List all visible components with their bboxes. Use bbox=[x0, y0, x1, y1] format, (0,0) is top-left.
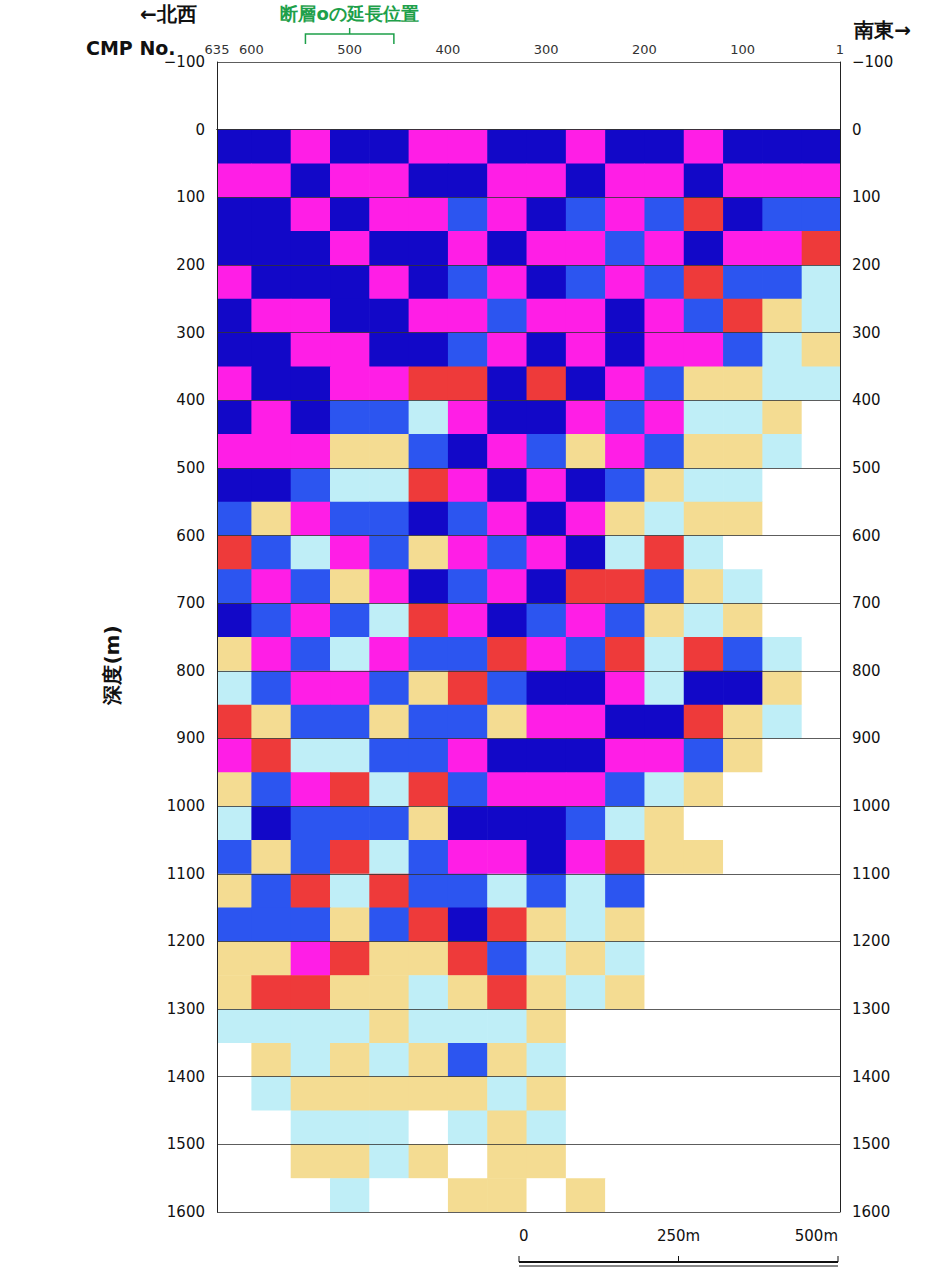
svg-text:CMP No.: CMP No. bbox=[86, 37, 176, 59]
svg-text:−100: −100 bbox=[164, 53, 205, 71]
svg-text:100: 100 bbox=[176, 188, 205, 206]
svg-text:700: 700 bbox=[176, 594, 205, 612]
svg-text:1000: 1000 bbox=[852, 797, 890, 815]
svg-text:600: 600 bbox=[239, 42, 264, 57]
svg-text:300: 300 bbox=[534, 42, 559, 57]
svg-text:500: 500 bbox=[852, 459, 881, 477]
svg-text:0: 0 bbox=[195, 121, 205, 139]
svg-text:1500: 1500 bbox=[167, 1135, 205, 1153]
svg-text:←北西: ←北西 bbox=[140, 2, 197, 26]
svg-text:900: 900 bbox=[852, 729, 881, 747]
svg-text:900: 900 bbox=[176, 729, 205, 747]
svg-text:250m: 250m bbox=[657, 1227, 700, 1245]
svg-text:1100: 1100 bbox=[167, 865, 205, 883]
svg-text:断層oの延長位置: 断層oの延長位置 bbox=[280, 3, 418, 24]
svg-text:400: 400 bbox=[176, 391, 205, 409]
svg-text:800: 800 bbox=[852, 662, 881, 680]
svg-text:500: 500 bbox=[337, 42, 362, 57]
svg-text:300: 300 bbox=[852, 324, 881, 342]
svg-text:200: 200 bbox=[852, 256, 881, 274]
svg-text:400: 400 bbox=[436, 42, 461, 57]
svg-text:1600: 1600 bbox=[852, 1203, 890, 1221]
svg-text:1400: 1400 bbox=[852, 1068, 890, 1086]
svg-text:南東→: 南東→ bbox=[853, 18, 911, 42]
svg-text:400: 400 bbox=[852, 391, 881, 409]
svg-text:0: 0 bbox=[519, 1227, 529, 1245]
svg-text:100: 100 bbox=[852, 188, 881, 206]
svg-text:635: 635 bbox=[205, 42, 230, 57]
svg-text:1000: 1000 bbox=[167, 797, 205, 815]
svg-text:700: 700 bbox=[852, 594, 881, 612]
svg-text:600: 600 bbox=[176, 527, 205, 545]
svg-text:600: 600 bbox=[852, 527, 881, 545]
svg-text:100: 100 bbox=[730, 42, 755, 57]
svg-text:500m: 500m bbox=[795, 1227, 838, 1245]
svg-text:1500: 1500 bbox=[852, 1135, 890, 1153]
svg-text:1300: 1300 bbox=[852, 1000, 890, 1018]
svg-text:1200: 1200 bbox=[852, 932, 890, 950]
svg-text:1100: 1100 bbox=[852, 865, 890, 883]
svg-text:深度(m): 深度(m) bbox=[100, 625, 124, 705]
svg-text:1: 1 bbox=[836, 42, 844, 57]
svg-text:1400: 1400 bbox=[167, 1068, 205, 1086]
svg-text:1300: 1300 bbox=[167, 1000, 205, 1018]
svg-text:800: 800 bbox=[176, 662, 205, 680]
svg-text:0: 0 bbox=[852, 121, 862, 139]
svg-text:200: 200 bbox=[176, 256, 205, 274]
svg-text:300: 300 bbox=[176, 324, 205, 342]
svg-text:−100: −100 bbox=[852, 53, 893, 71]
svg-text:200: 200 bbox=[632, 42, 657, 57]
svg-text:1200: 1200 bbox=[167, 932, 205, 950]
svg-text:1600: 1600 bbox=[167, 1203, 205, 1221]
svg-text:500: 500 bbox=[176, 459, 205, 477]
